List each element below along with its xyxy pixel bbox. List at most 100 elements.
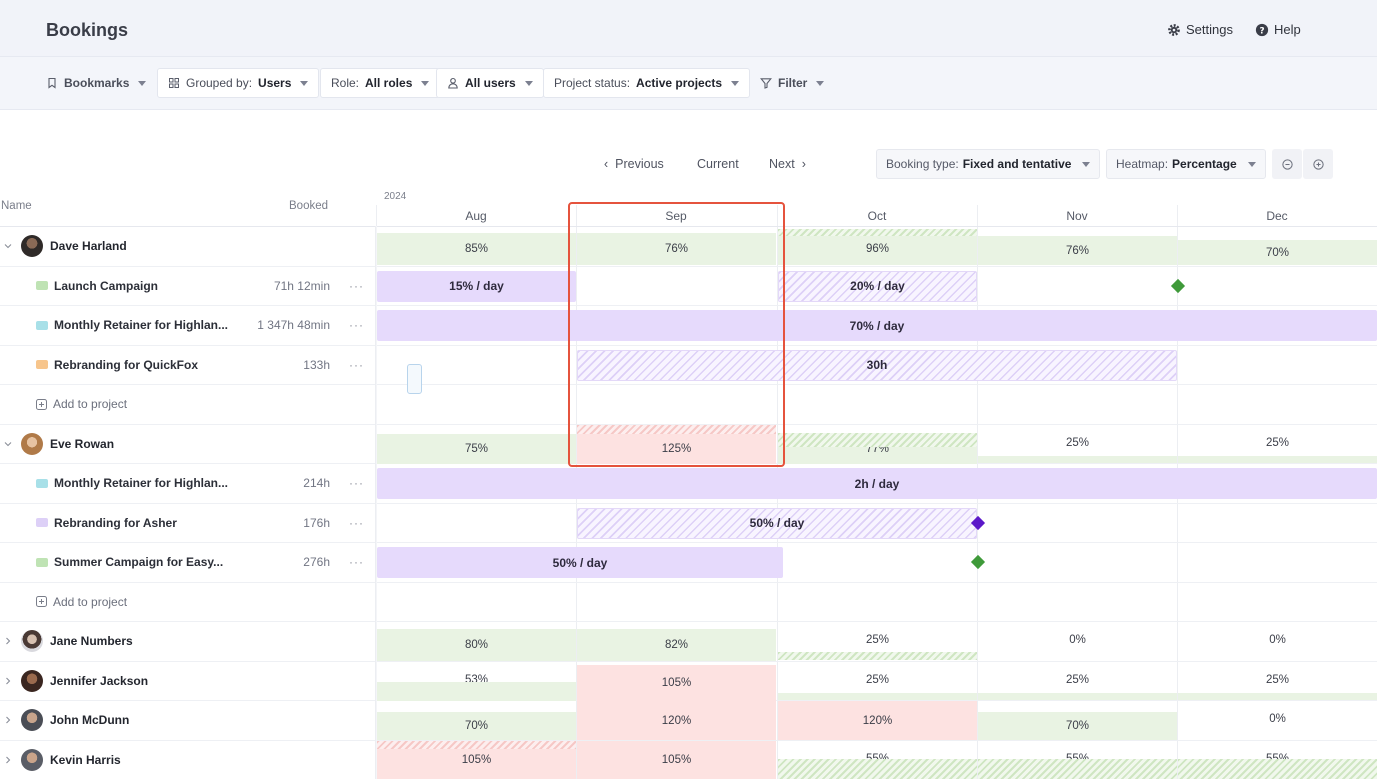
heatmap-cell[interactable]: 25%	[1065, 436, 1090, 449]
booked-column-header[interactable]: Booked	[289, 200, 329, 212]
project-name[interactable]: Monthly Retainer for Highlan...	[54, 318, 229, 333]
heatmap-cell[interactable]: 0%	[1069, 634, 1086, 646]
bookmarks-dropdown[interactable]: Bookmarks	[36, 68, 156, 98]
project-name[interactable]: Monthly Retainer for Highlan...	[54, 476, 229, 491]
help-link[interactable]: ? Help	[1255, 22, 1301, 37]
heatmap-cell[interactable]: 120%	[577, 701, 776, 740]
heatmap-dropdown[interactable]: Heatmap: Percentage	[1106, 149, 1266, 179]
zoom-in-button[interactable]	[1303, 149, 1333, 179]
booking-bar[interactable]: 15% / day	[377, 270, 576, 302]
project-name[interactable]: Rebranding for Asher	[54, 515, 177, 530]
project-name[interactable]: Summer Campaign for Easy...	[54, 555, 224, 570]
user-row-jane-numbers[interactable]: Jane Numbers 80% 82% 25% 0% 0%	[0, 622, 1377, 662]
heatmap-cell[interactable]: 70%	[1178, 240, 1377, 265]
heatmap-value: 76%	[664, 243, 689, 255]
time-off-marker[interactable]	[407, 364, 422, 394]
grouped-by-value: Users	[258, 76, 292, 90]
heatmap-cell[interactable]: 105%	[577, 664, 776, 701]
project-color-icon	[36, 518, 48, 528]
heatmap-cell[interactable]: 85%	[377, 233, 576, 265]
more-options-icon[interactable]: ···	[349, 476, 364, 491]
month-dec: Dec	[1266, 209, 1288, 223]
previous-button[interactable]: ‹ Previous	[604, 157, 664, 171]
heatmap-cell[interactable]: 25%	[865, 634, 890, 646]
heatmap-cell[interactable]: 25%	[1065, 673, 1090, 686]
project-booked-hours: 276h	[303, 555, 330, 570]
settings-link[interactable]: Settings	[1167, 22, 1233, 37]
chevron-right-icon[interactable]	[4, 716, 12, 724]
heatmap-cell[interactable]: 0%	[1269, 634, 1286, 646]
add-to-project-button[interactable]: Add to project	[36, 397, 127, 411]
more-options-icon[interactable]: ···	[349, 515, 364, 530]
gear-icon	[1168, 23, 1180, 36]
tentative-booking-bar[interactable]: 50% / day	[577, 507, 977, 539]
booking-bar[interactable]: 2h / day	[377, 468, 1377, 499]
project-row[interactable]: Rebranding for Asher 176h ··· 50% / day	[0, 504, 1377, 543]
heatmap-cell[interactable]: 25%	[1265, 673, 1290, 686]
add-to-project-button[interactable]: Add to project	[36, 595, 127, 609]
filter-dropdown[interactable]: Filter	[750, 68, 834, 98]
next-button[interactable]: Next ›	[769, 157, 806, 171]
heatmap-cell[interactable]: 0%	[1269, 713, 1286, 725]
milestone-diamond-icon[interactable]	[1170, 278, 1186, 293]
heatmap-cell[interactable]: 82%	[577, 629, 776, 661]
heatmap-cell[interactable]: 25%	[865, 673, 890, 686]
user-row-eve-rowan[interactable]: Eve Rowan 75% 125% 77% 25% 25%	[0, 424, 1377, 464]
more-options-icon[interactable]: ···	[349, 318, 364, 333]
project-row[interactable]: Summer Campaign for Easy... 276h ··· 50%…	[0, 543, 1377, 583]
more-options-icon[interactable]: ···	[349, 357, 364, 372]
role-dropdown[interactable]: Role: All roles	[320, 68, 441, 98]
project-name[interactable]: Rebranding for QuickFox	[54, 357, 199, 372]
user-row-jennifer-jackson[interactable]: Jennifer Jackson 53% 105% 25% 25% 25%	[0, 662, 1377, 701]
user-row-john-mcdunn[interactable]: John McDunn 70% 120% 120% 70% 0%	[0, 701, 1377, 741]
heatmap-cell[interactable]: 105%	[577, 740, 776, 779]
project-row[interactable]: Monthly Retainer for Highlan... 214h ···…	[0, 464, 1377, 504]
project-color-icon	[36, 281, 48, 291]
avatar	[21, 669, 43, 692]
project-row[interactable]: Rebranding for QuickFox 133h ··· 30h	[0, 346, 1377, 385]
panel-divider	[375, 226, 377, 779]
more-options-icon[interactable]: ···	[349, 278, 364, 293]
add-project-row[interactable]: Add to project	[0, 583, 1377, 622]
heatmap-cell[interactable]: 125%	[577, 433, 776, 464]
heatmap-cell[interactable]: 120%	[778, 701, 977, 740]
zoom-out-button[interactable]	[1272, 149, 1302, 179]
milestone-diamond-icon[interactable]	[970, 554, 986, 570]
chevron-left-icon: ‹	[604, 157, 609, 171]
project-row[interactable]: Monthly Retainer for Highlan... 1 347h 4…	[0, 306, 1377, 346]
heatmap-cell[interactable]: 80%	[377, 629, 576, 661]
grouped-by-dropdown[interactable]: Grouped by: Users	[157, 68, 320, 98]
month-sep: Sep	[665, 209, 687, 223]
heatmap-cell[interactable]: 70%	[978, 712, 1177, 740]
heatmap-cell[interactable]: 70%	[377, 712, 576, 740]
name-column-header[interactable]: Name	[1, 200, 32, 212]
tentative-booking-bar[interactable]: 30h	[577, 349, 1177, 381]
project-name[interactable]: Launch Campaign	[54, 278, 159, 293]
heatmap-cell[interactable]: 76%	[978, 236, 1177, 265]
heatmap-cell[interactable]: 75%	[377, 433, 576, 464]
user-row-dave-harland[interactable]: Dave Harland 85% 76% 96% 76% 70%	[0, 227, 1377, 267]
project-booked-hours: 176h	[303, 515, 330, 530]
tentative-booking-bar[interactable]: 20% / day	[778, 270, 977, 302]
project-status-dropdown[interactable]: Project status: Active projects	[543, 68, 751, 98]
heatmap-cell[interactable]: 96%	[778, 233, 977, 265]
booking-type-label: Booking type:	[886, 157, 959, 171]
users-dropdown[interactable]: All users	[436, 68, 544, 98]
avatar	[21, 630, 43, 653]
chevron-right-icon[interactable]	[4, 637, 12, 645]
chevron-right-icon[interactable]	[4, 677, 12, 685]
booking-type-dropdown[interactable]: Booking type: Fixed and tentative	[876, 149, 1101, 179]
chevron-down-icon[interactable]	[4, 440, 12, 448]
booking-bar[interactable]: 70% / day	[377, 310, 1377, 341]
booking-bar[interactable]: 50% / day	[377, 547, 783, 578]
chevron-down-icon[interactable]	[4, 242, 12, 250]
sep-highlight-box	[568, 202, 785, 467]
add-project-row[interactable]: Add to project	[0, 385, 1377, 425]
project-row[interactable]: Launch Campaign 71h 12min ··· 15% / day …	[0, 267, 1377, 306]
current-button[interactable]: Current	[697, 157, 739, 171]
heatmap-cell[interactable]: 76%	[577, 233, 776, 265]
more-options-icon[interactable]: ···	[349, 555, 364, 570]
heatmap-cell[interactable]: 25%	[1265, 436, 1290, 449]
chevron-right-icon[interactable]	[4, 756, 12, 764]
user-row-kevin-harris[interactable]: Kevin Harris 105% 105% 55% 55% 55%	[0, 740, 1377, 779]
